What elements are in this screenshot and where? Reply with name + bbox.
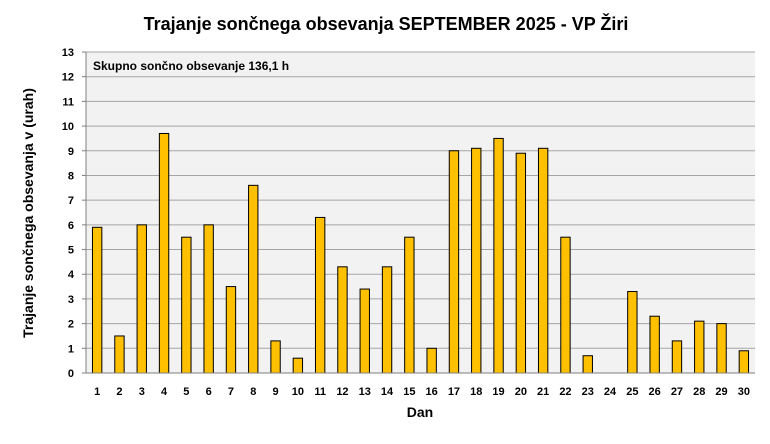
total-sunshine-annotation: Skupno sončno obsevanje 136,1 h xyxy=(93,59,289,73)
y-tick-label: 1 xyxy=(68,343,74,355)
y-tick-label: 12 xyxy=(62,72,74,84)
bar-day-27 xyxy=(671,340,683,374)
bar-day-28 xyxy=(694,320,705,374)
gridlines xyxy=(86,51,755,349)
y-tick-label: 4 xyxy=(68,269,75,281)
bar-day-12 xyxy=(337,266,348,374)
x-tick-label: 16 xyxy=(426,386,438,398)
y-tick-label: 2 xyxy=(68,319,74,331)
bar-day-10 xyxy=(292,357,304,374)
bar-day-2 xyxy=(114,335,125,374)
x-tick-label: 24 xyxy=(604,386,617,398)
bars xyxy=(91,132,750,374)
x-tick-label: 7 xyxy=(228,386,234,398)
x-tick-label: 4 xyxy=(161,386,168,398)
x-tick-label: 28 xyxy=(693,386,705,398)
y-tick-label: 5 xyxy=(68,245,74,257)
bar-day-16 xyxy=(426,347,437,374)
x-tick-label: 17 xyxy=(448,386,460,398)
bar-day-30 xyxy=(738,350,750,374)
y-tick-label: 13 xyxy=(62,47,74,59)
bar-day-14 xyxy=(381,266,393,374)
bar-day-19 xyxy=(493,137,504,374)
y-tick-label: 0 xyxy=(68,368,74,380)
y-tick-label: 11 xyxy=(62,96,74,108)
y-tick-label: 8 xyxy=(68,170,74,182)
x-tick-label: 14 xyxy=(381,386,394,398)
y-tick-label: 7 xyxy=(68,195,74,207)
x-tick-label: 8 xyxy=(250,386,256,398)
x-tick-label: 18 xyxy=(470,386,482,398)
x-tick-label: 19 xyxy=(492,386,504,398)
x-tick-label: 5 xyxy=(183,386,189,398)
x-tick-label: 6 xyxy=(206,386,212,398)
bar-day-9 xyxy=(270,340,281,374)
x-tick-label: 26 xyxy=(649,386,661,398)
x-tick-label: 12 xyxy=(336,386,348,398)
y-tick-label: 6 xyxy=(68,220,74,232)
bar-day-29 xyxy=(716,323,727,374)
x-tick-label: 11 xyxy=(314,386,326,398)
x-tick-label: 27 xyxy=(671,386,683,398)
bar-day-15 xyxy=(404,236,415,374)
bar-day-1 xyxy=(91,226,103,374)
x-axis-label: Dan xyxy=(407,404,433,420)
bar-day-21 xyxy=(537,147,549,374)
bar-day-6 xyxy=(203,224,214,374)
x-tick-label: 20 xyxy=(515,386,527,398)
axes xyxy=(85,52,755,374)
bar-day-8 xyxy=(248,184,259,374)
bar-day-25 xyxy=(627,291,638,374)
bar-day-20 xyxy=(515,152,527,374)
chart-title: Trajanje sončnega obsevanja SEPTEMBER 20… xyxy=(144,13,629,34)
x-tick-label: 10 xyxy=(292,386,304,398)
x-tick-label: 15 xyxy=(403,386,415,398)
y-tick-label: 10 xyxy=(62,121,74,133)
x-tick-labels: 1 2 3 4 5 6 7 8 9 10 11 12 13 14 15 16 17 18 19 20 21 22 23 24 2… xyxy=(94,386,750,398)
bar-day-18 xyxy=(471,147,482,374)
x-tick-label: 21 xyxy=(537,386,549,398)
x-tick-label: 22 xyxy=(559,386,571,398)
x-tick-label: 13 xyxy=(359,386,371,398)
x-tick-label: 25 xyxy=(626,386,638,398)
x-tick-label: 2 xyxy=(116,386,122,398)
plot-area xyxy=(86,52,755,373)
bar-day-13 xyxy=(359,288,370,374)
y-tick-label: 9 xyxy=(68,146,74,158)
x-tick-label: 3 xyxy=(139,386,145,398)
x-tick-label: 29 xyxy=(715,386,727,398)
bar-day-17 xyxy=(448,150,460,374)
y-axis-label: Trajanje sončnega obsevanja v (urah) xyxy=(20,88,36,338)
bar-day-4 xyxy=(158,132,170,374)
bar-day-7 xyxy=(225,286,237,374)
x-tick-label: 1 xyxy=(94,386,100,398)
bar-day-23 xyxy=(582,355,593,374)
bar-day-3 xyxy=(136,224,147,374)
bar-day-22 xyxy=(560,236,571,374)
x-tick-label: 30 xyxy=(738,386,750,398)
x-tick-label: 23 xyxy=(582,386,594,398)
bar-day-11 xyxy=(314,216,326,374)
plot-background xyxy=(86,52,755,373)
x-tick-label: 9 xyxy=(272,386,278,398)
bar-day-5 xyxy=(181,236,192,374)
bar-day-26 xyxy=(649,315,660,374)
y-tick-label: 3 xyxy=(68,294,74,306)
